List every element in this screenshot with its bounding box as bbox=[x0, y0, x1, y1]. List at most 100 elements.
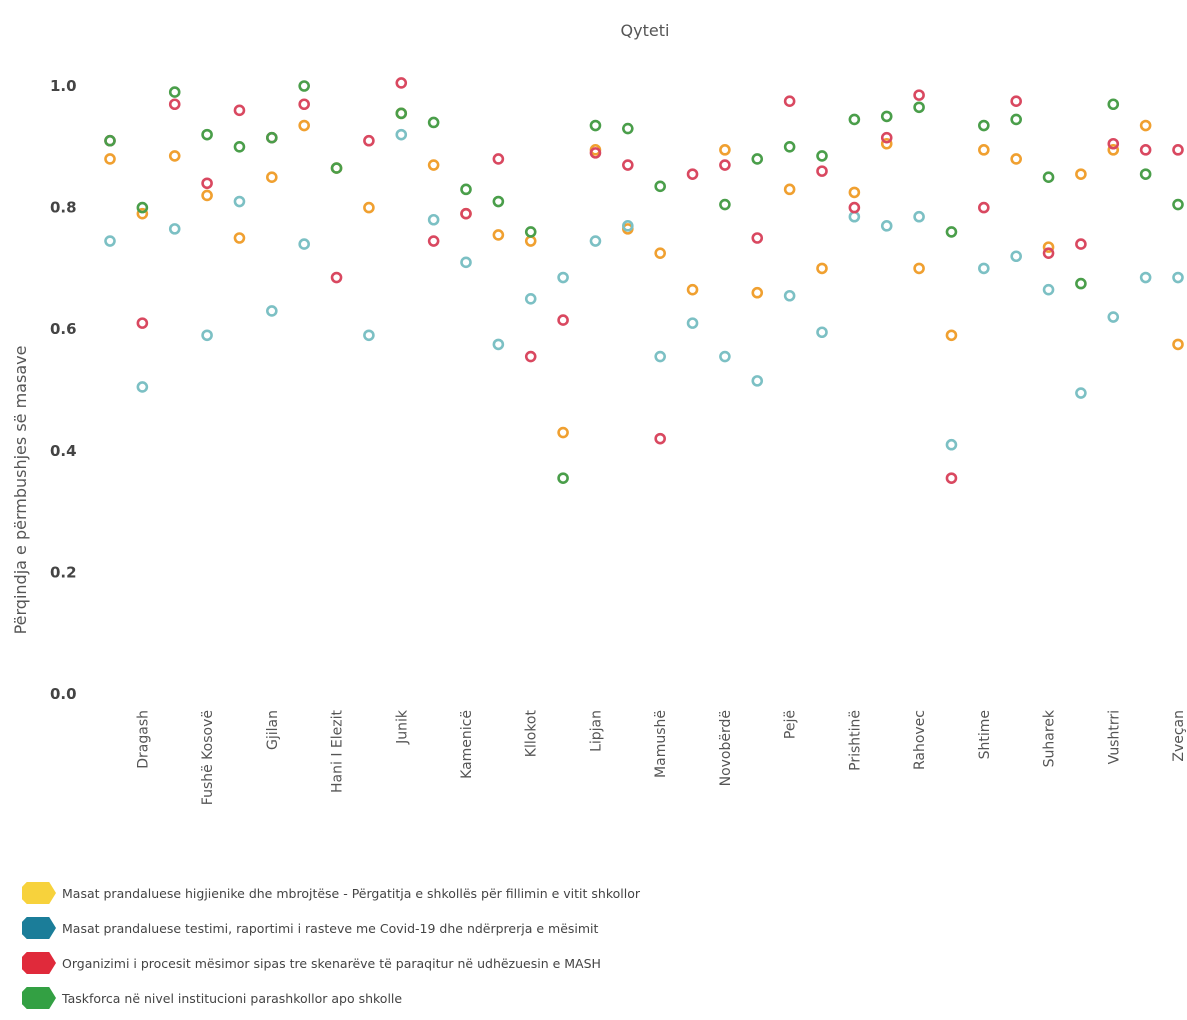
data-point-series-2[interactable] bbox=[816, 326, 828, 339]
data-point-series-2[interactable] bbox=[978, 262, 990, 275]
data-point-series-4[interactable] bbox=[783, 141, 796, 153]
data-point-series-2[interactable] bbox=[460, 256, 472, 269]
data-point-series-1[interactable] bbox=[201, 189, 213, 202]
data-point-series-4[interactable] bbox=[266, 131, 278, 144]
data-point-series-3[interactable] bbox=[1075, 238, 1087, 250]
data-point-series-4[interactable] bbox=[492, 195, 505, 208]
data-point-series-3[interactable] bbox=[880, 131, 893, 144]
data-point-series-2[interactable] bbox=[1042, 283, 1055, 296]
data-point-series-4[interactable] bbox=[719, 198, 731, 211]
data-point-series-3[interactable] bbox=[654, 432, 666, 445]
data-point-series-2[interactable] bbox=[104, 235, 116, 247]
data-point-series-3[interactable] bbox=[589, 147, 602, 159]
legend-item[interactable]: Masat prandaluese higjienike dhe mbrojtë… bbox=[22, 880, 640, 906]
data-point-series-4[interactable] bbox=[395, 107, 408, 120]
data-point-series-4[interactable] bbox=[848, 113, 861, 126]
data-point-series-3[interactable] bbox=[751, 232, 764, 244]
data-point-series-2[interactable] bbox=[783, 289, 796, 302]
legend-item[interactable]: Masat prandaluese testimi, raportimi i r… bbox=[22, 915, 640, 941]
data-point-series-4[interactable] bbox=[945, 226, 958, 238]
data-point-series-3[interactable] bbox=[1010, 95, 1022, 107]
data-point-series-3[interactable] bbox=[945, 472, 958, 484]
data-point-series-3[interactable] bbox=[1172, 144, 1184, 156]
data-point-series-2[interactable] bbox=[492, 338, 505, 351]
data-point-series-3[interactable] bbox=[622, 159, 634, 171]
data-point-series-1[interactable] bbox=[816, 262, 828, 275]
data-point-series-1[interactable] bbox=[427, 159, 440, 171]
data-point-series-3[interactable] bbox=[233, 104, 246, 117]
data-point-series-1[interactable] bbox=[719, 144, 731, 156]
data-point-series-1[interactable] bbox=[848, 186, 861, 199]
data-point-series-1[interactable] bbox=[686, 283, 699, 296]
data-point-series-2[interactable] bbox=[233, 195, 246, 208]
data-point-series-1[interactable] bbox=[945, 329, 958, 342]
data-point-series-4[interactable] bbox=[557, 472, 569, 484]
data-point-series-2[interactable] bbox=[395, 128, 408, 141]
data-point-series-2[interactable] bbox=[363, 329, 375, 342]
data-point-series-2[interactable] bbox=[589, 235, 602, 247]
data-point-series-3[interactable] bbox=[427, 235, 440, 247]
legend-item[interactable]: Organizimi i procesit mësimor sipas tre … bbox=[22, 950, 640, 976]
data-point-series-4[interactable] bbox=[751, 153, 764, 165]
data-point-series-4[interactable] bbox=[168, 86, 181, 98]
data-point-series-2[interactable] bbox=[427, 213, 440, 226]
data-point-series-4[interactable] bbox=[524, 226, 537, 238]
data-point-series-1[interactable] bbox=[168, 150, 181, 162]
data-point-series-1[interactable] bbox=[492, 229, 505, 241]
data-point-series-1[interactable] bbox=[1042, 241, 1055, 253]
data-point-series-4[interactable] bbox=[1107, 98, 1120, 111]
data-point-series-2[interactable] bbox=[557, 271, 569, 284]
data-point-series-3[interactable] bbox=[1139, 144, 1152, 156]
data-point-series-1[interactable] bbox=[783, 183, 796, 196]
data-point-series-1[interactable] bbox=[1107, 144, 1120, 156]
data-point-series-2[interactable] bbox=[686, 317, 699, 329]
data-point-series-4[interactable] bbox=[654, 180, 666, 193]
data-point-series-4[interactable] bbox=[1075, 277, 1087, 290]
data-point-series-2[interactable] bbox=[201, 329, 213, 342]
data-point-series-1[interactable] bbox=[298, 119, 310, 132]
data-point-series-1[interactable] bbox=[1172, 338, 1184, 351]
data-point-series-4[interactable] bbox=[589, 119, 602, 132]
data-point-series-3[interactable] bbox=[460, 207, 472, 220]
data-point-series-2[interactable] bbox=[1075, 387, 1087, 399]
data-point-series-4[interactable] bbox=[1172, 198, 1184, 211]
data-point-series-3[interactable] bbox=[557, 314, 569, 326]
data-point-series-4[interactable] bbox=[460, 183, 472, 196]
data-point-series-4[interactable] bbox=[104, 134, 116, 147]
data-point-series-3[interactable] bbox=[201, 177, 213, 190]
data-point-series-1[interactable] bbox=[654, 247, 666, 259]
data-point-series-4[interactable] bbox=[1042, 171, 1055, 183]
data-point-series-2[interactable] bbox=[848, 210, 861, 223]
data-point-series-3[interactable] bbox=[168, 98, 181, 111]
data-point-series-2[interactable] bbox=[719, 350, 731, 363]
data-point-series-3[interactable] bbox=[913, 89, 925, 101]
data-point-series-2[interactable] bbox=[1107, 311, 1120, 323]
data-point-series-1[interactable] bbox=[751, 286, 764, 299]
data-point-series-4[interactable] bbox=[427, 116, 440, 129]
data-point-series-2[interactable] bbox=[524, 292, 537, 305]
data-point-series-2[interactable] bbox=[945, 438, 958, 451]
data-point-series-3[interactable] bbox=[363, 134, 375, 147]
data-point-series-4[interactable] bbox=[913, 101, 925, 114]
data-point-series-4[interactable] bbox=[1139, 168, 1152, 180]
data-point-series-4[interactable] bbox=[233, 141, 246, 153]
data-point-series-3[interactable] bbox=[395, 77, 408, 89]
data-point-series-1[interactable] bbox=[104, 153, 116, 165]
data-point-series-4[interactable] bbox=[622, 122, 634, 135]
data-point-series-4[interactable] bbox=[201, 128, 213, 141]
data-point-series-3[interactable] bbox=[816, 165, 828, 177]
data-point-series-2[interactable] bbox=[168, 223, 181, 235]
data-point-series-1[interactable] bbox=[233, 232, 246, 244]
data-point-series-1[interactable] bbox=[880, 137, 893, 150]
data-point-series-3[interactable] bbox=[1107, 137, 1120, 150]
data-point-series-4[interactable] bbox=[330, 162, 343, 174]
data-point-series-4[interactable] bbox=[1010, 113, 1022, 126]
data-point-series-1[interactable] bbox=[1010, 153, 1022, 165]
data-point-series-1[interactable] bbox=[266, 171, 278, 183]
data-point-series-2[interactable] bbox=[654, 350, 666, 363]
data-point-series-1[interactable] bbox=[1139, 119, 1152, 132]
data-point-series-3[interactable] bbox=[783, 95, 796, 107]
data-point-series-4[interactable] bbox=[978, 119, 990, 132]
data-point-series-2[interactable] bbox=[1172, 271, 1184, 284]
data-point-series-4[interactable] bbox=[298, 80, 310, 92]
